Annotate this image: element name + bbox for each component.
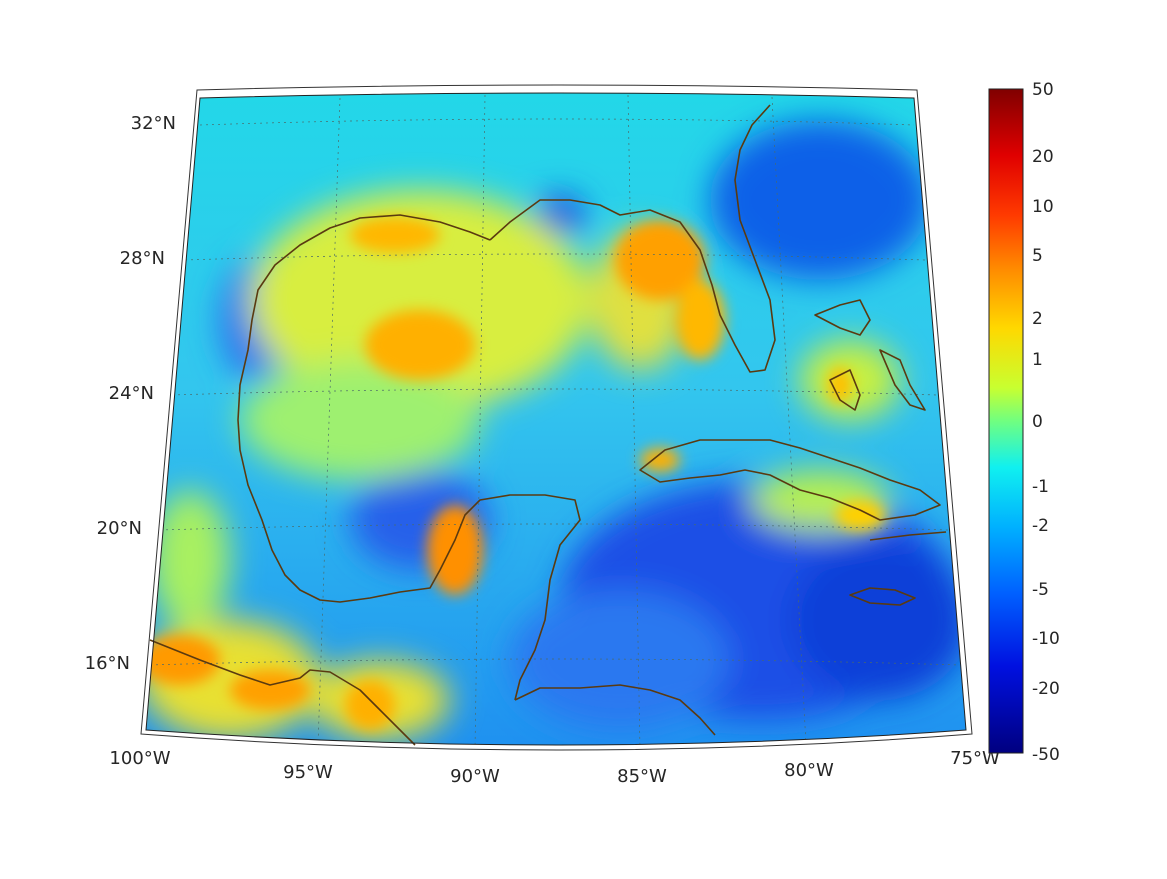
longitude-labels: 100°W 95°W 90°W 85°W 80°W 75°W	[109, 748, 1000, 787]
colorbar-tick: 0	[1032, 412, 1043, 432]
colorbar-tick: 50	[1032, 80, 1054, 100]
lon-label-85: 85°W	[617, 766, 667, 787]
graticule	[149, 94, 961, 745]
colorbar-ticks: 50 20 10 5 2 1 0 -1 -2 -5 -10 -20 -50	[1032, 80, 1060, 765]
lon-label-75: 75°W	[950, 748, 1000, 769]
map-frame	[145, 92, 967, 746]
latitude-labels: 32°N 28°N 24°N 20°N 16°N	[85, 113, 176, 674]
lat-label-16: 16°N	[85, 653, 130, 674]
lon-label-100: 100°W	[109, 748, 170, 769]
colorbar-tick: -5	[1032, 580, 1049, 600]
colorbar-tick: -10	[1032, 629, 1060, 649]
colorbar-tick: 1	[1032, 350, 1043, 370]
lon-label-90: 90°W	[450, 766, 500, 787]
heat-field	[146, 93, 966, 745]
colorbar-tick: -1	[1032, 477, 1049, 497]
lon-label-95: 95°W	[283, 762, 333, 783]
colorbar-tick: 20	[1032, 147, 1054, 167]
lat-label-32: 32°N	[131, 113, 176, 134]
colorbar-tick: 5	[1032, 246, 1043, 266]
coastlines	[149, 104, 947, 746]
lat-label-28: 28°N	[120, 248, 165, 269]
colorbar-gradient	[988, 88, 1024, 754]
colorbar-tick: 2	[1032, 309, 1043, 329]
colorbar-tick: -2	[1032, 516, 1049, 536]
colorbar-tick: -50	[1032, 745, 1060, 765]
lon-label-80: 80°W	[784, 760, 834, 781]
colorbar: 50 20 10 5 2 1 0 -1 -2 -5 -10 -20 -50	[988, 80, 1060, 765]
lat-label-20: 20°N	[97, 518, 142, 539]
lat-label-24: 24°N	[109, 383, 154, 404]
colorbar-tick: 10	[1032, 197, 1054, 217]
colorbar-tick: -20	[1032, 679, 1060, 699]
map-frame-outer	[140, 84, 973, 751]
